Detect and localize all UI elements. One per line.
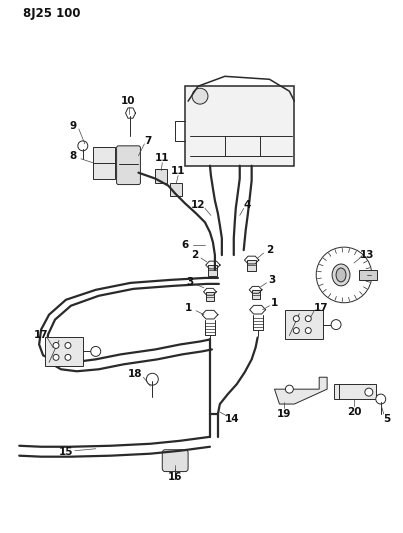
Circle shape [376,394,386,404]
Text: 10: 10 [121,96,136,106]
Polygon shape [274,377,327,404]
Bar [208,265,217,276]
Text: 3: 3 [268,275,275,285]
Bar [334,384,376,399]
Bar [247,260,256,271]
Text: 1: 1 [271,298,278,308]
Text: 1: 1 [185,303,192,313]
Text: 9: 9 [69,121,77,131]
Ellipse shape [332,264,350,286]
Text: 17: 17 [314,303,328,313]
Text: 16: 16 [168,472,183,481]
Text: 13: 13 [359,250,374,260]
Circle shape [285,385,293,393]
Text: 7: 7 [145,136,152,146]
Text: 19: 19 [277,409,292,419]
Text: 11: 11 [171,166,185,176]
Circle shape [91,346,101,357]
Text: 6: 6 [181,240,189,250]
Circle shape [53,354,59,360]
Text: 5: 5 [383,414,391,424]
Circle shape [316,247,372,303]
Text: 17: 17 [34,329,48,340]
FancyBboxPatch shape [116,146,140,184]
Bar [45,336,83,366]
Circle shape [146,373,158,385]
Bar [251,290,260,300]
Circle shape [365,388,373,396]
Text: 14: 14 [224,414,239,424]
Text: 18: 18 [128,369,143,379]
Circle shape [331,320,341,329]
Circle shape [305,316,311,321]
Text: 2: 2 [191,250,199,260]
Circle shape [65,343,71,349]
Bar [93,147,114,179]
Text: 11: 11 [155,153,170,163]
Circle shape [78,141,88,151]
Circle shape [65,354,71,360]
Circle shape [305,328,311,334]
Circle shape [192,88,208,104]
Circle shape [293,316,299,321]
Bar [206,292,214,301]
Text: 15: 15 [59,447,73,457]
Text: 8: 8 [69,151,77,161]
FancyBboxPatch shape [162,450,188,472]
Text: 8J25 100: 8J25 100 [23,7,81,20]
Circle shape [53,343,59,349]
Bar [185,86,294,166]
Text: 4: 4 [244,200,251,211]
Bar [155,168,167,183]
Text: 12: 12 [191,200,205,211]
Text: 20: 20 [347,407,361,417]
Bar [170,183,182,197]
Bar [359,270,377,280]
Text: 2: 2 [266,245,273,255]
Ellipse shape [336,268,346,282]
Text: 3: 3 [187,277,194,287]
Circle shape [293,328,299,334]
Bar [285,310,323,340]
